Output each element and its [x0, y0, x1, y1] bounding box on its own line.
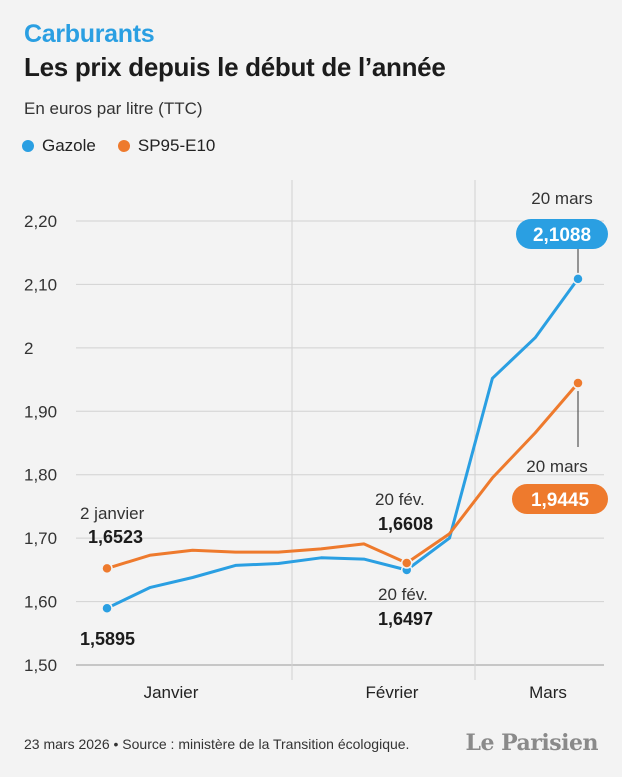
data-point-gazole: [572, 273, 584, 285]
y-tick-label: 1,90: [24, 402, 57, 421]
brand-logo: Le Parisien: [465, 730, 598, 756]
annotation-badge-value: 2,1088: [533, 225, 591, 246]
y-tick-label: 2,20: [24, 212, 57, 231]
y-tick-label: 2,10: [24, 275, 57, 294]
annotation-badge-bg: [516, 219, 608, 249]
annotation-value: 1,6523: [88, 527, 143, 547]
data-point-sp95: [400, 557, 413, 569]
legend-label-sp95: SP95-E10: [137, 136, 216, 155]
annotation-date: 2 janvier: [80, 504, 145, 523]
annotation-date: 20 fév.: [378, 585, 428, 604]
annotation-badge-value: 1,9445: [531, 490, 590, 511]
legend-dot-gazole: [22, 140, 34, 152]
x-tick-label: Janvier: [144, 683, 199, 702]
series-line-gazole: [105, 277, 580, 610]
data-point-gazole: [101, 602, 113, 614]
x-tick-label: Février: [366, 683, 419, 702]
legend-item-gazole: Gazole: [22, 136, 96, 156]
series-line-sp95: [105, 381, 580, 570]
y-tick-label: 1,70: [24, 529, 57, 548]
chart-title: Les prix depuis le début de l’année: [24, 52, 446, 82]
y-tick-label: 1,60: [24, 593, 57, 612]
data-point-sp95: [101, 562, 113, 575]
y-tick-label: 2: [24, 339, 33, 358]
y-tick-label: 1,80: [24, 466, 57, 485]
annotation-value: 1,6497: [378, 609, 433, 629]
legend: Gazole SP95-E10: [22, 136, 237, 156]
data-point-sp95: [572, 377, 584, 389]
annotation-badge-bg: [512, 484, 608, 514]
legend-dot-sp95: [117, 140, 130, 152]
source-note: 23 mars 2026 • Source : ministère de la …: [24, 736, 410, 752]
annotation-date: 20 fév.: [375, 490, 425, 509]
annotation-value: 1,6608: [378, 514, 433, 534]
annotation-date: 20 mars: [526, 457, 587, 476]
legend-item-sp95: SP95-E10: [117, 136, 216, 156]
legend-label-gazole: Gazole: [42, 136, 96, 155]
kicker: Carburants: [24, 20, 155, 48]
y-tick-label: 1,50: [24, 656, 57, 675]
x-tick-label: Mars: [529, 683, 567, 702]
annotation-date: 20 mars: [531, 189, 592, 208]
annotation-value: 1,5895: [80, 629, 135, 649]
chart-subtitle: En euros par litre (TTC): [24, 99, 203, 118]
